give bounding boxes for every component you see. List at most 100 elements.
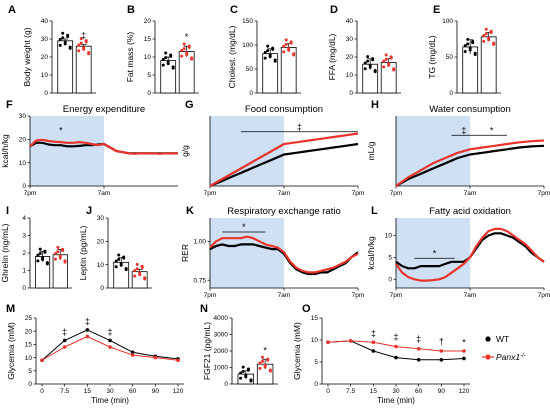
panel-L-ytick-label: 5: [388, 255, 392, 262]
panel-E-point: [473, 52, 477, 56]
panel-E-ytick-label: 50: [446, 54, 454, 61]
panel-J-point: [133, 274, 137, 278]
panel-M-annotation: ‡: [107, 327, 112, 337]
panel-M-xlabel: Time (min): [91, 396, 129, 405]
panel-M-point-wt: [108, 338, 112, 343]
panel-O-point-wt: [394, 355, 398, 360]
panel-H-xtick-label: 7am: [464, 190, 477, 197]
panel-I-ytick-label: 2: [22, 250, 26, 257]
panel-N-label: N: [200, 303, 208, 315]
panel-I-label: I: [6, 205, 9, 217]
panel-B-point: [171, 66, 175, 70]
panel-H-title: Water consumption: [429, 104, 511, 115]
panel-E-point: [489, 31, 493, 35]
panel-F-ytick-label: 30: [19, 113, 27, 120]
panel-O-xtick-label: 120: [459, 388, 470, 395]
panel-E-point: [482, 34, 486, 38]
panel-O-point-wt: [462, 356, 466, 361]
panel-G-series-wt: [209, 142, 359, 188]
panel-L-label: L: [371, 205, 378, 217]
panel-A-point: [63, 42, 67, 46]
legend-ko-marker: [485, 354, 491, 360]
panel-J: 0 10 20 30 Leptin (pg/mL) J: [78, 205, 152, 292]
panel-N-ytick-label: 3000: [214, 332, 229, 339]
panel-D-point: [363, 67, 367, 71]
panel-I-point: [36, 253, 40, 257]
panel-C-point: [284, 38, 288, 42]
panel-M-xtick-label: 0: [40, 388, 44, 395]
panel-M-xtick-label: 60: [129, 388, 137, 395]
panel-I-point: [56, 250, 60, 254]
panel-L-ytick-label: 0: [388, 276, 392, 283]
panel-D-point: [387, 63, 391, 67]
panel-O-point-ko: [439, 349, 444, 353]
panel-M-xtick-label: 120: [173, 388, 184, 395]
panel-E-point: [471, 41, 475, 45]
panel-M: 0 5 10 15 20 25 Glycemia (mM) 0 7.5 15 30 60 90 120 Ti…: [6, 303, 184, 405]
panel-O-xtick-label: 0: [326, 388, 330, 395]
panel-H-label: H: [371, 99, 379, 111]
panel-N-ytick-label: 4000: [214, 315, 229, 322]
panel-E-ytick-label: 100: [442, 18, 453, 25]
panel-B-point: [161, 57, 165, 61]
panel-B-ytick-label: 0: [147, 90, 151, 97]
panel-N-point: [246, 368, 250, 372]
panel-M-ytick-label: 25: [25, 315, 33, 322]
panel-N-point: [258, 366, 262, 370]
panel-A-label: A: [8, 4, 16, 16]
panel-M-point-ko: [153, 355, 158, 360]
panel-E-point: [463, 49, 467, 53]
panel-B-point: [190, 57, 194, 61]
panel-L: 0 5 10 kcal/h/kg 7pm 7am 7pm * Fatty acid oxidat…: [366, 205, 550, 299]
panel-I-ylabel: Ghrelin (ng/mL): [0, 223, 10, 282]
panel-H-series-wt: [395, 144, 545, 187]
panel-O-point-ko: [416, 347, 421, 351]
panel-N-point: [241, 369, 245, 373]
legend-ko-label: Panx1-/-: [496, 352, 526, 362]
panel-A-point: [61, 36, 65, 40]
panel-I-point: [53, 252, 57, 256]
panel-B-point: [185, 53, 189, 57]
panel-D-point: [382, 59, 386, 63]
panel-E-point: [492, 42, 496, 46]
panel-N-point: [239, 371, 243, 375]
panel-C-point: [271, 47, 275, 51]
panel-N-ytick-label: 0: [224, 381, 228, 388]
panel-D-point: [392, 68, 396, 72]
panel-A-point: [61, 31, 65, 35]
panel-M-point-wt: [130, 350, 135, 355]
panel-O-xtick-label: 15: [370, 388, 378, 395]
panel-J-ytick-label: 0: [100, 285, 104, 292]
panel-M-xtick-label: 30: [106, 388, 114, 395]
panel-G-sig-mark: ‡: [297, 122, 302, 132]
panel-C-point: [263, 50, 267, 54]
panel-A-point: [77, 43, 81, 47]
panel-H-sig-mark: ‡: [461, 125, 466, 135]
panel-O-xtick-label: 30: [392, 388, 400, 395]
panel-K-series-ko: [209, 235, 359, 274]
panel-J-point: [124, 268, 128, 272]
panel-B-ylabel: Fat mass (%): [125, 32, 135, 83]
panel-O: 0 5 10 15 Glycemia (mM) 0 7.5 15 30 60 90 120 Time (…: [292, 303, 470, 405]
panel-E-point: [468, 48, 472, 52]
panel-O-ytick-label: 5: [314, 359, 318, 366]
panel-B-point: [161, 63, 165, 67]
panel-L-series-ko: [395, 227, 545, 282]
panel-M-annotation: ‡: [62, 327, 67, 337]
panel-G-title: Food consumption: [245, 104, 323, 115]
panel-N-point: [249, 379, 253, 383]
panel-E-point: [463, 44, 467, 48]
panel-O-point-wt: [416, 358, 421, 362]
panel-O-xlabel: Time (min): [377, 396, 415, 405]
panel-M-xtick-label: 15: [84, 388, 92, 395]
panel-M-point-ko: [130, 353, 135, 357]
panel-D-ytick-label: 10: [346, 72, 354, 79]
panel-L-ylabel: kcal/h/kg: [366, 236, 376, 270]
panel-N-point: [261, 359, 265, 363]
panel-E-point: [484, 27, 488, 31]
panel-H-xtick-label: 7pm: [390, 190, 403, 197]
panel-E-point: [482, 39, 486, 43]
panel-E-point: [487, 38, 491, 42]
legend: WT Panx1-/-: [482, 334, 526, 362]
